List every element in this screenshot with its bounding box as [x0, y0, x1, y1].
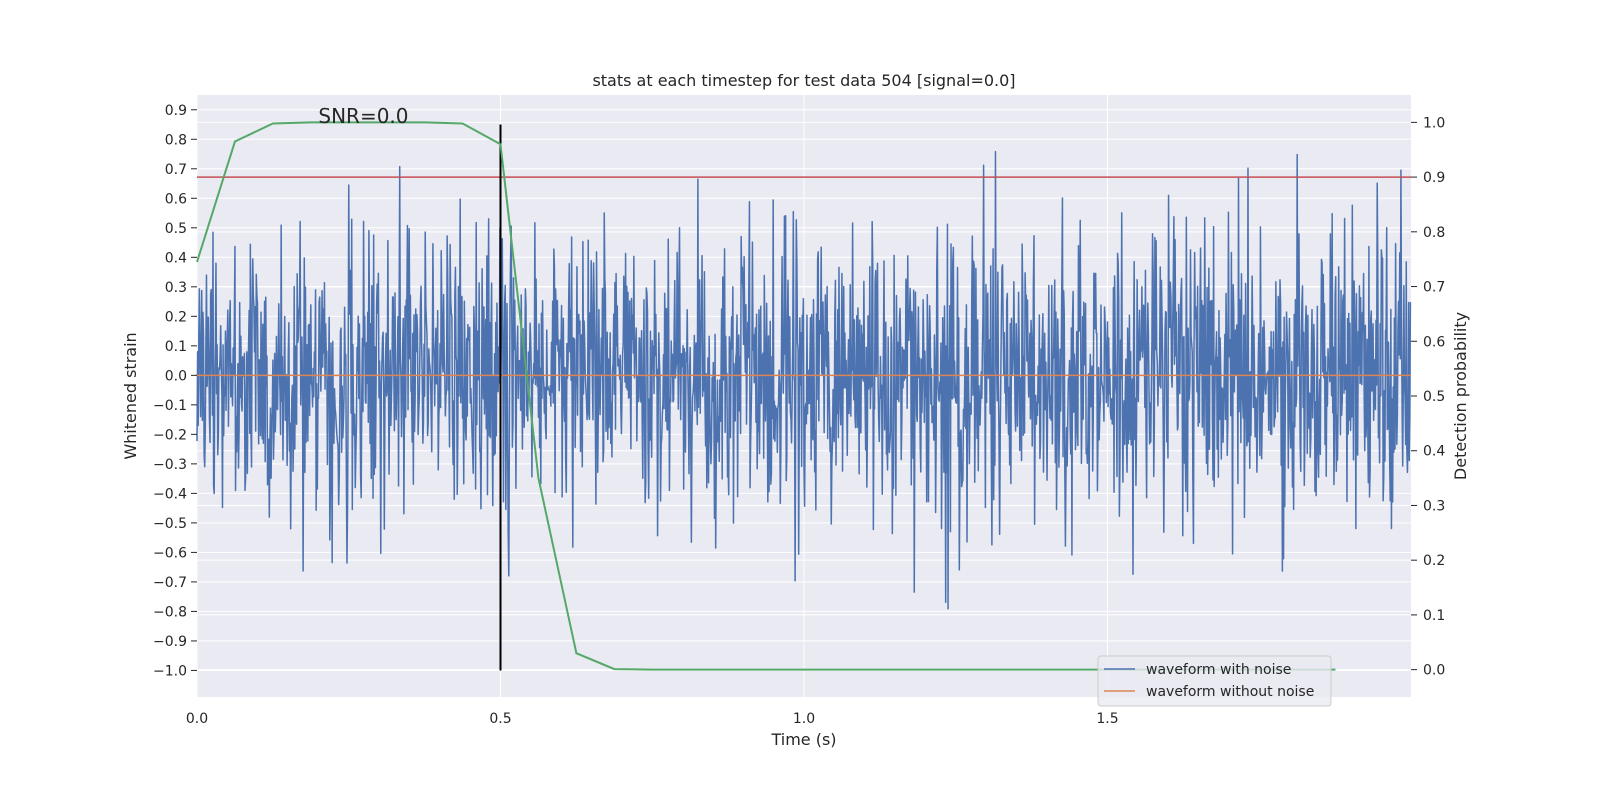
x-axis: 0.0 0.5 1.0 1.5	[186, 711, 1119, 727]
y-tick-label: −0.2	[153, 427, 187, 443]
y-tick-label: 0.4	[165, 250, 187, 266]
y-tick-label: 0.1	[165, 339, 187, 355]
x-axis-label: Time (s)	[770, 730, 836, 749]
series-waveform-with-noise	[196, 150, 1412, 610]
y-tick-label: −0.5	[153, 516, 187, 532]
y-tick-label: 0.2	[165, 309, 187, 325]
y-tick-label: −0.4	[153, 486, 187, 502]
y2-tick-label: 0.4	[1423, 444, 1445, 460]
y2-tick-label: 0.7	[1423, 280, 1445, 296]
y-tick-label: −0.3	[153, 457, 187, 473]
y2-tick-label: 0.3	[1423, 498, 1445, 514]
y2-tick-label: 1.0	[1423, 115, 1445, 131]
chart-title: stats at each timestep for test data 504…	[592, 71, 1015, 90]
y2-axis-label: Detection probability	[1451, 312, 1470, 480]
y-axis-left: 0.9 0.8 0.7 0.6 0.5 0.4 0.3 0.2 0.1 0.0 −0.1 −0.2 −0…	[153, 103, 197, 679]
y-tick-label: 0.0	[165, 368, 187, 384]
y-tick-label: 0.5	[165, 221, 187, 237]
y2-tick-label: 0.2	[1423, 553, 1445, 569]
y-tick-label: 0.7	[165, 162, 187, 178]
y-axis-right: 1.0 0.9 0.8 0.7 0.6 0.5 0.4 0.3 0.2 0.1 0.0	[1411, 115, 1445, 679]
y2-tick-label: 0.1	[1423, 608, 1445, 624]
x-tick-label: 0.0	[186, 711, 208, 727]
y-tick-label: −0.6	[153, 545, 187, 561]
y-tick-label: 0.9	[165, 103, 187, 119]
legend-box	[1097, 655, 1332, 707]
y2-tick-label: 0.6	[1423, 334, 1445, 350]
y-tick-label: 0.8	[165, 132, 187, 148]
legend-label-noisy: waveform with noise	[1146, 662, 1291, 678]
y-tick-label: −0.7	[153, 575, 187, 591]
y2-tick-label: 0.8	[1423, 225, 1445, 241]
y2-tick-label: 0.5	[1423, 389, 1445, 405]
snr-annotation: SNR=0.0	[318, 104, 408, 128]
y2-tick-label: 0.9	[1423, 170, 1445, 186]
legend-label-clean: waveform without noise	[1146, 684, 1314, 700]
y-tick-label: 0.3	[165, 280, 187, 296]
x-tick-label: 1.0	[793, 711, 815, 727]
x-tick-label: 0.5	[489, 711, 511, 727]
y2-tick-label: 0.0	[1423, 663, 1445, 679]
y-tick-label: −1.0	[153, 663, 187, 679]
x-tick-label: 1.5	[1096, 711, 1118, 727]
legend: waveform with noise waveform without noi…	[1097, 655, 1332, 707]
y-tick-label: −0.9	[153, 634, 187, 650]
y-tick-label: −0.1	[153, 398, 187, 414]
y-tick-label: −0.8	[153, 604, 187, 620]
y-tick-label: 0.6	[165, 191, 187, 207]
y-axis-label: Whitened strain	[121, 332, 140, 459]
